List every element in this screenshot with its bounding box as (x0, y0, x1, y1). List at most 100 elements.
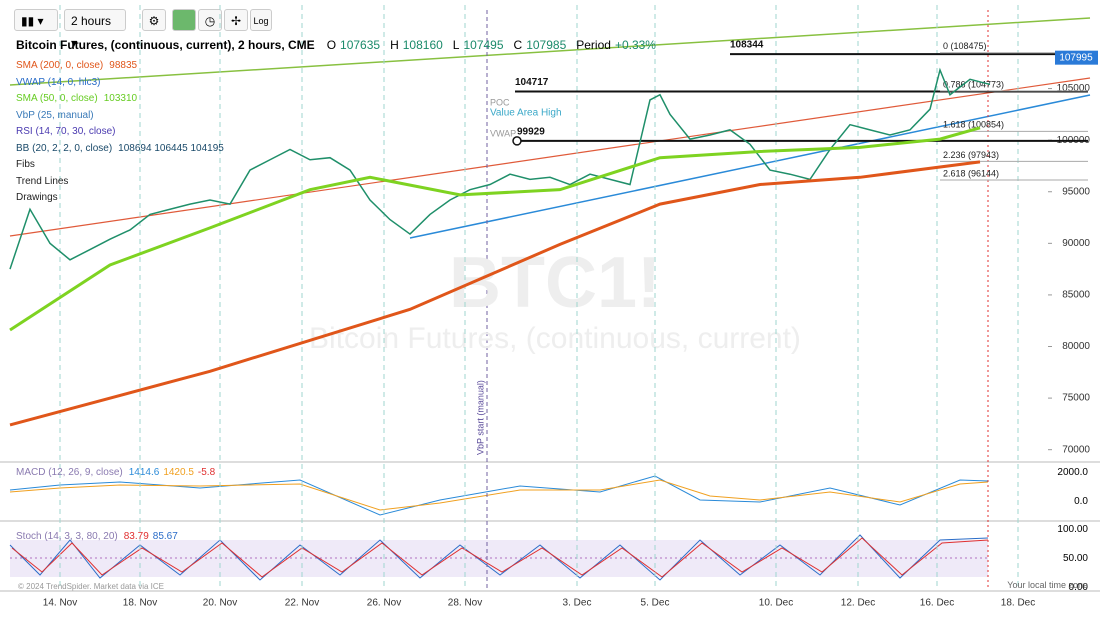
stoch-legend: Stoch (14, 3, 3, 80, 20) 83.79 85.67 (16, 531, 182, 542)
header: Bitcoin Futures, (continuous, current), … (16, 38, 656, 52)
x-tick-label: 14. Nov (43, 598, 77, 609)
trend-line (409, 94, 1091, 239)
level-label: 108344 (730, 40, 764, 51)
annotation: VbP start (manual) (475, 380, 485, 455)
indicator-legend: VbP (25, manual) (16, 110, 100, 121)
tick-label: 100.00 (1057, 524, 1088, 535)
indicator-value: 103310 (103, 93, 138, 104)
macd-line (9, 475, 989, 516)
indicator-legend: SMA (200, 0, close) 98835 (16, 60, 137, 71)
x-tick-label: 12. Dec (841, 598, 875, 609)
stoch-tick: 100.00 (1057, 524, 1088, 535)
x-tick-label: 26. Nov (367, 598, 401, 609)
x-tick-label: 3. Dec (563, 598, 592, 609)
price-tag-label: 107995 (1059, 52, 1093, 63)
indicator-name: Fibs (16, 159, 35, 170)
indicator-name: RSI (14, 70, 30, close) (16, 126, 116, 137)
ohlc-value: 107985 (526, 38, 567, 52)
indicator-name: VbP (25, manual) (16, 109, 94, 121)
x-tick-label: 10. Dec (759, 598, 793, 609)
macd-value: -5.8 (197, 467, 216, 478)
indicator-name: SMA (50, 0, close) (16, 93, 98, 104)
price-line (9, 126, 981, 332)
tick-label: 0.00 (1068, 582, 1088, 593)
x-tick-label: 22. Nov (285, 598, 319, 609)
macd-tick: 2000.0 (1057, 467, 1088, 478)
settings-button[interactable]: ⚙ (142, 9, 166, 31)
price-tag (1055, 50, 1098, 65)
y-tick-label: 95000 (1062, 186, 1090, 197)
draw-button[interactable]: ✢ (224, 9, 248, 31)
x-tick-label: 28. Nov (448, 598, 482, 609)
fib-label: 1.618 (100854) (943, 120, 1004, 130)
ohlc-key: C (513, 38, 523, 52)
timezone: Your local time zone (1007, 580, 1088, 590)
indicator-legend: Fibs (16, 159, 41, 170)
tick-label: 50.00 (1062, 553, 1088, 564)
macd-legend: MACD (12, 26, 9, close) 1414.6 1420.5 -5.8 (16, 467, 219, 478)
y-tick-label: 75000 (1062, 393, 1090, 404)
x-tick-label: 18. Dec (1001, 598, 1035, 609)
x-tick-label: 20. Nov (203, 598, 237, 609)
log-button[interactable]: Log (250, 9, 272, 31)
indicator-name: Drawings (16, 192, 58, 203)
x-tick-label: 16. Dec (920, 598, 954, 609)
indicator-legend: VWAP (14, 0, hlc3) (16, 77, 106, 88)
trend-line (9, 77, 1091, 237)
macd-tick: 0.0 (1074, 496, 1088, 507)
price-line (9, 160, 981, 427)
level-label: 99929 (517, 127, 545, 138)
watermark: BTC1! (449, 243, 661, 323)
indicator-legend: Trend Lines (16, 176, 74, 187)
y-tick-label: 80000 (1062, 341, 1090, 352)
y-tick-label: 70000 (1062, 444, 1090, 455)
stoch-tick: 0.00 (1069, 582, 1088, 593)
interval-select[interactable]: 2 hours ▾ (64, 9, 126, 50)
stoch-value: 83.79 (123, 531, 149, 542)
indicator-name: VWAP (14, 0, hlc3) (16, 76, 101, 88)
tick-label: 2000.0 (1057, 467, 1088, 478)
indicator-legend: BB (20, 2, 2, 0, close) 108694 106445 104… (16, 143, 224, 154)
chart-type-button[interactable]: ▮▮ ▾ (14, 9, 58, 31)
fib-label: 0 (108475) (943, 41, 987, 51)
signal-line (9, 479, 989, 511)
macd-value: 1414.6 (128, 467, 160, 478)
annotation: Value Area High (490, 108, 562, 119)
indicator-value: 108694 106445 104195 (118, 142, 224, 154)
footer: © 2024 TrendSpider. Market data via ICE (18, 582, 164, 591)
indicator-name: Trend Lines (16, 175, 69, 187)
ohlc-key: O (326, 38, 337, 52)
level-anchor (512, 136, 522, 146)
period-label: Period (576, 38, 611, 52)
footer: Your local time zone (1007, 580, 1088, 590)
stoch-label: Stoch (14, 3, 3, 80, 20) (16, 531, 118, 542)
macd-label: MACD (12, 26, 9, close) (16, 467, 123, 478)
tool-button[interactable] (172, 9, 196, 31)
period-change: +0.33% (614, 38, 656, 52)
annotation: VWAP (490, 128, 516, 138)
indicator-legend: RSI (14, 70, 30, close) (16, 126, 122, 137)
x-tick-label: 18. Nov (123, 598, 157, 609)
copyright: © 2024 TrendSpider. Market data via ICE (18, 582, 164, 591)
indicator-name: BB (20, 2, 2, 0, close) (16, 142, 113, 154)
stoch-band (10, 540, 988, 577)
indicator-legend: SMA (50, 0, close) 103310 (16, 93, 137, 104)
ohlc-value: 107495 (463, 38, 504, 52)
watermark-sub: Bitcoin Futures, (continuous, current) (309, 322, 801, 355)
ohlc-value: 107635 (340, 38, 381, 52)
stoch-d (11, 537, 989, 578)
annotation: POC (490, 97, 510, 107)
clock-button[interactable]: ◷ (198, 9, 222, 31)
macd-value: 1420.5 (163, 467, 194, 478)
level-label: 104717 (515, 77, 549, 88)
ohlc-key: L (452, 38, 460, 52)
stoch-value: 85.67 (152, 531, 178, 542)
ohlc-value: 108160 (402, 38, 443, 52)
y-tick-label: 85000 (1062, 290, 1090, 301)
fib-label: 0.786 (104773) (943, 79, 1004, 89)
tick-label: 0.0 (1074, 496, 1088, 507)
stoch-tick: 50.00 (1063, 553, 1088, 564)
y-tick-label: 90000 (1062, 238, 1090, 249)
